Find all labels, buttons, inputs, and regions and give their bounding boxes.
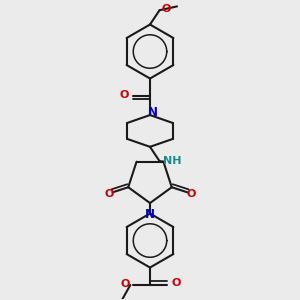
- Text: O: O: [121, 279, 130, 289]
- Text: O: O: [186, 188, 196, 199]
- Text: N: N: [145, 208, 155, 221]
- Text: O: O: [162, 4, 171, 14]
- Text: O: O: [119, 90, 129, 100]
- Text: O: O: [104, 188, 114, 199]
- Text: O: O: [172, 278, 181, 288]
- Text: NH: NH: [163, 156, 182, 166]
- Text: N: N: [148, 106, 158, 119]
